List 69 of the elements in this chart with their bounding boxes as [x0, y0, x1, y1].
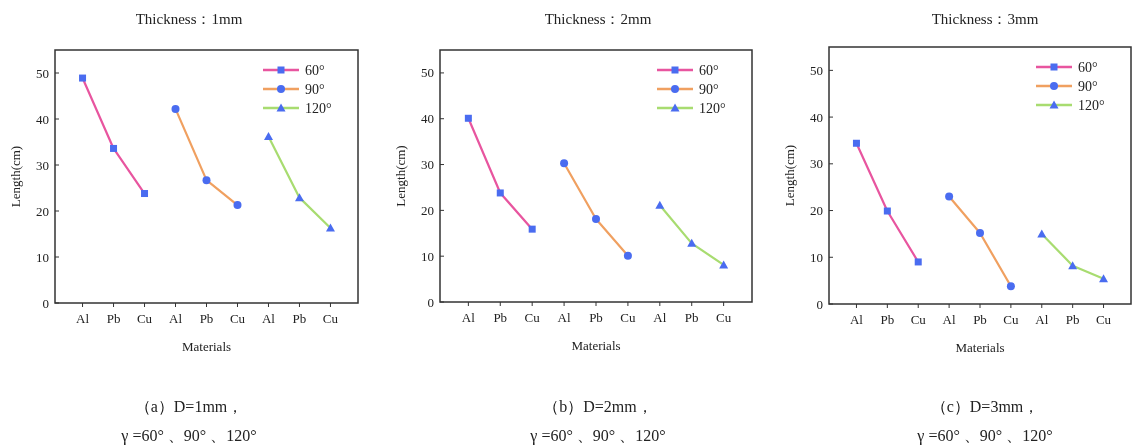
x-axis-title: Materials	[571, 338, 621, 353]
x-tick-label: Cu	[136, 311, 153, 326]
text: （b）D=2mm，	[543, 398, 653, 415]
y-axis-title: Length(cm)	[8, 145, 23, 208]
x-tick-label: Cu	[910, 312, 927, 327]
y-tick-label: 30	[421, 157, 434, 173]
x-tick-label: Al	[169, 311, 183, 326]
y-tick-label: 30	[810, 156, 823, 172]
x-tick-label: Cu	[229, 311, 246, 326]
x-tick-label: Al	[261, 311, 276, 326]
chart-title: Thickness：3mm	[931, 11, 1039, 27]
y-tick-label: 50	[810, 62, 823, 78]
x-tick-label: Al	[557, 310, 571, 325]
y-tick-label: 40	[36, 111, 49, 127]
legend-label: 90°	[1078, 79, 1098, 94]
x-tick-label: Al	[461, 310, 476, 325]
chart-title: Thickness：2mm	[544, 11, 652, 27]
chart-title: Thickness：1mm	[135, 11, 243, 27]
legend-label: 60°	[305, 63, 325, 78]
text: （a）D=1mm，	[134, 398, 244, 415]
x-tick-label: Pb	[1065, 312, 1080, 327]
x-tick-label: Al	[653, 310, 667, 325]
y-tick-label: 20	[810, 203, 823, 219]
y-tick-label: 50	[421, 65, 434, 81]
text: γ =60° 、90° 、120°	[916, 427, 1053, 445]
x-tick-label: Al	[76, 311, 90, 326]
y-tick-label: 10	[421, 248, 434, 264]
x-tick-label: Pb	[199, 311, 214, 326]
text: γ =60° 、90° 、120°	[529, 427, 666, 445]
legend-label: 120°	[305, 101, 332, 116]
y-tick-label: 20	[421, 202, 434, 218]
y-tick-label: 40	[810, 109, 823, 125]
x-tick-label: Al	[1035, 312, 1049, 327]
x-tick-label: Pb	[880, 312, 895, 327]
y-tick-label: 50	[36, 65, 49, 81]
x-tick-label: Pb	[493, 310, 508, 325]
text: （c）D=3mm，	[930, 398, 1040, 415]
y-tick-label: 40	[421, 111, 434, 127]
y-axis-title: Length(cm)	[393, 145, 408, 207]
legend-label: 90°	[305, 82, 325, 97]
y-tick-label: 0	[42, 295, 49, 311]
x-tick-label: Al	[942, 312, 956, 327]
x-tick-label: Pb	[589, 310, 603, 325]
x-tick-label: Pb	[292, 311, 307, 326]
x-tick-label: Al	[849, 312, 864, 327]
x-tick-label: Pb	[973, 312, 987, 327]
y-axis-title: Length(cm)	[782, 144, 797, 207]
x-tick-label: Cu	[1095, 312, 1112, 327]
legend-label: 60°	[1078, 60, 1098, 75]
x-tick-label: Cu	[620, 310, 636, 325]
x-tick-label: Pb	[684, 310, 699, 325]
x-axis-title: Materials	[955, 340, 1005, 355]
legend-label: 90°	[699, 82, 719, 97]
text: γ =60° 、90° 、120°	[120, 427, 257, 445]
x-axis-title: Materials	[181, 339, 232, 354]
x-tick-label: Cu	[1003, 312, 1019, 327]
x-tick-label: Cu	[524, 310, 541, 325]
y-tick-label: 20	[36, 203, 49, 219]
legend-label: 60°	[699, 63, 719, 78]
y-tick-label: 0	[427, 294, 434, 310]
x-tick-label: Cu	[716, 310, 732, 325]
legend-label: 120°	[1078, 98, 1105, 113]
y-tick-label: 0	[816, 296, 823, 312]
x-tick-label: Pb	[106, 311, 121, 326]
legend-label: 120°	[699, 101, 726, 116]
y-tick-label: 30	[36, 157, 49, 173]
y-tick-label: 10	[810, 249, 823, 265]
x-tick-label: Cu	[322, 311, 339, 326]
y-tick-label: 10	[36, 249, 49, 265]
